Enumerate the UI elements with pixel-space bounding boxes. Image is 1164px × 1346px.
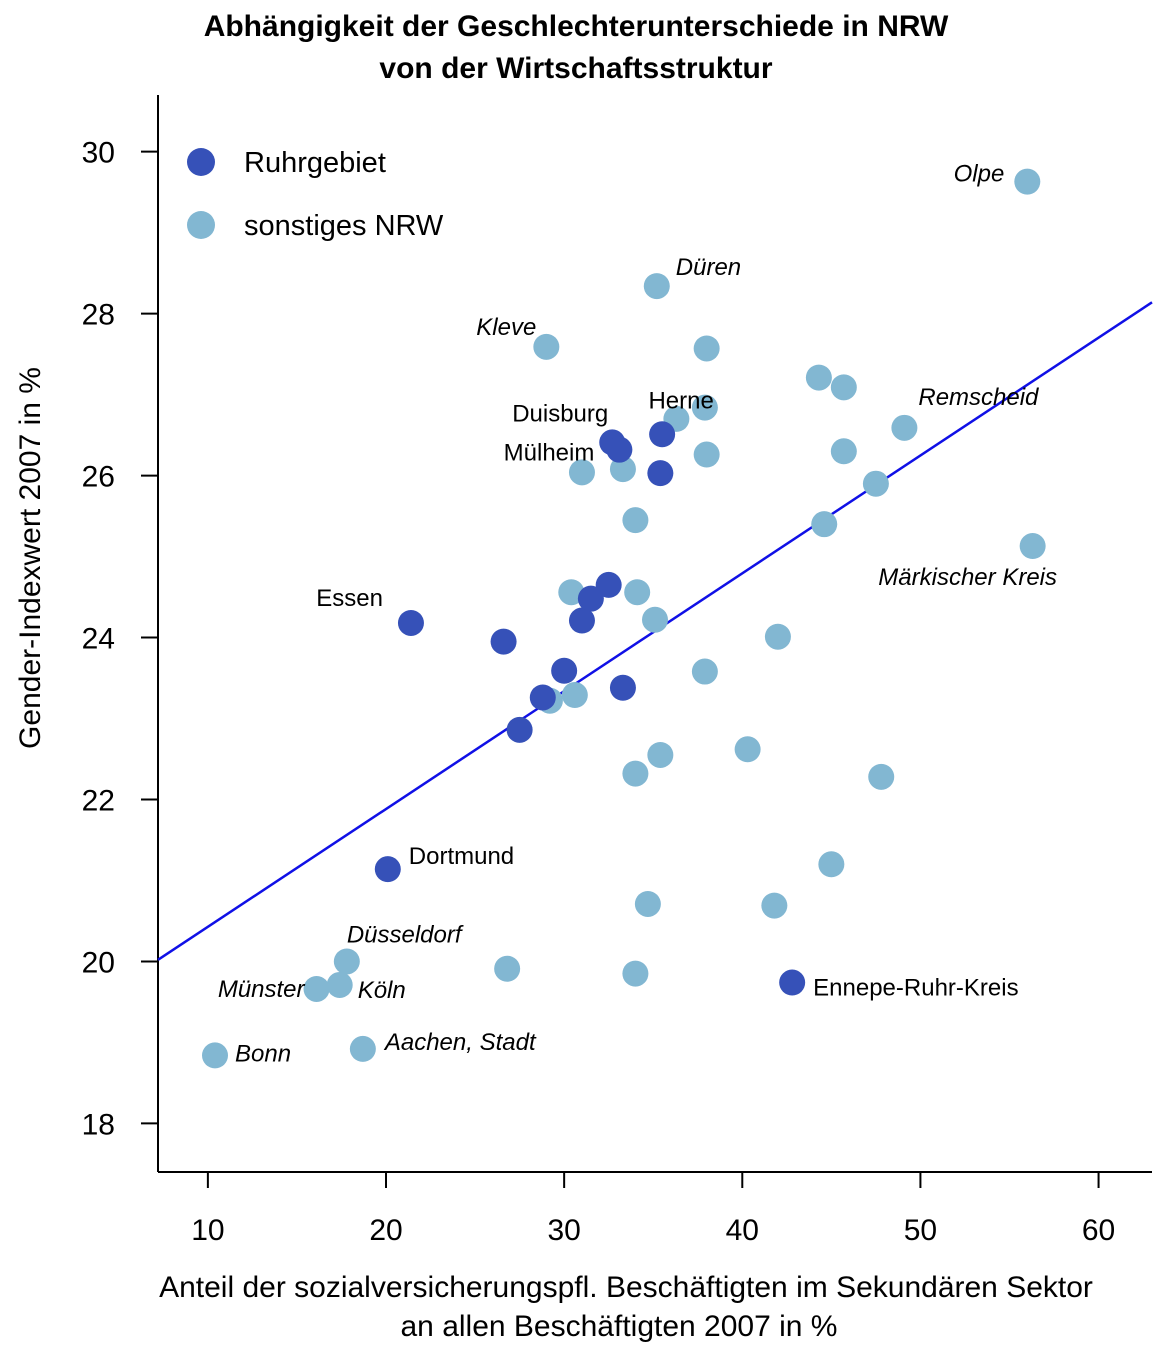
point-ruhr-2 [606, 436, 633, 463]
point-other-5 [830, 374, 857, 401]
x-tick-label-40: 40 [726, 1214, 759, 1247]
x-tick-label-50: 50 [904, 1214, 937, 1247]
point-ruhr-0 [397, 609, 424, 636]
point-label-märkischer-kreis: Märkischer Kreis [878, 564, 1057, 591]
point-other-23 [561, 682, 588, 709]
point-other-1 [643, 273, 670, 300]
point-label-düren: Düren [676, 254, 741, 281]
legend-marker-1 [187, 211, 215, 239]
point-label-essen: Essen [316, 585, 383, 612]
y-tick-label-24: 24 [82, 623, 115, 656]
x-tick-label-20: 20 [369, 1214, 402, 1247]
point-other-18 [624, 579, 651, 606]
point-label-aachen-stadt: Aachen, Stadt [383, 1029, 537, 1056]
y-tick-label-22: 22 [82, 785, 115, 818]
point-other-30 [761, 892, 788, 919]
point-other-2 [533, 333, 560, 360]
x-axis-label-line-2: an allen Beschäftigten 2007 in % [401, 1310, 838, 1343]
point-ruhr-7 [529, 684, 556, 711]
point-other-27 [868, 763, 895, 790]
point-other-10 [830, 438, 857, 465]
point-label-köln: Köln [358, 977, 406, 1004]
point-label-duisburg: Duisburg [512, 400, 608, 427]
y-tick-label-20: 20 [82, 946, 115, 979]
point-other-29 [634, 890, 661, 917]
point-ruhr-5 [490, 628, 517, 655]
point-other-4 [805, 364, 832, 391]
point-label-kleve: Kleve [476, 314, 536, 341]
point-other-35 [326, 971, 353, 998]
point-other-28 [818, 851, 845, 878]
point-label-herne: Herne [648, 387, 713, 414]
point-other-37 [202, 1042, 229, 1069]
point-other-12 [609, 456, 636, 483]
x-tick-label-60: 60 [1082, 1214, 1115, 1247]
point-other-19 [642, 606, 668, 633]
legend-label-1: sonstiges NRW [244, 210, 444, 242]
point-ruhr-6 [551, 657, 578, 684]
legend-label-0: Ruhrgebiet [244, 147, 386, 179]
point-label-bonn: Bonn [235, 1040, 291, 1067]
chart-title: Abhängigkeit der Geschlechterunterschied… [204, 10, 949, 43]
point-other-15 [811, 511, 838, 538]
point-ruhr-3 [649, 421, 676, 448]
point-ruhr-8 [506, 716, 533, 743]
point-label-ennepe-ruhr-kreis: Ennepe-Ruhr-Kreis [813, 975, 1018, 1002]
y-axis-label: Gender-Indexwert 2007 in % [14, 367, 47, 749]
y-tick-label-26: 26 [82, 461, 115, 494]
point-label-münster: Münster [218, 976, 306, 1003]
point-ruhr-10 [577, 585, 604, 612]
legend-marker-0 [187, 148, 215, 176]
point-other-11 [568, 459, 595, 486]
point-other-0 [1014, 168, 1041, 195]
point-other-3 [693, 335, 720, 362]
point-other-36 [349, 1035, 376, 1062]
point-label-mülheim: Mülheim [504, 440, 595, 467]
point-other-14 [622, 507, 649, 534]
point-other-6 [891, 414, 918, 441]
y-tick-label-28: 28 [82, 299, 115, 332]
y-tick-label-30: 30 [82, 137, 115, 170]
data-points [202, 168, 1046, 1069]
point-other-17 [558, 579, 585, 606]
y-axis-title: Gender-Indexwert 2007 in % [14, 367, 47, 749]
point-other-26 [622, 760, 649, 787]
point-labels: Essen Duisburg Mülheim Herne Dortmund Ennepe-… [218, 161, 1057, 1068]
point-ruhr-11 [595, 571, 622, 598]
point-other-16 [1019, 533, 1046, 560]
point-label-dortmund: Dortmund [409, 843, 514, 870]
point-label-olpe: Olpe [954, 161, 1005, 188]
point-ruhr-13 [374, 856, 401, 883]
x-tick-label-30: 30 [547, 1214, 580, 1247]
legend: Ruhrgebiet sonstiges NRW [187, 147, 444, 242]
x-tick-label-10: 10 [191, 1214, 224, 1247]
point-label-remscheid: Remscheid [918, 384, 1039, 411]
point-other-25 [734, 736, 761, 763]
x-axis-label-line-1: Anteil der sozialversicherungspfl. Besch… [159, 1271, 1093, 1304]
point-other-20 [764, 623, 791, 650]
point-label-düsseldorf: Düsseldorf [347, 921, 464, 948]
point-ruhr-12 [609, 674, 636, 701]
point-other-8 [691, 394, 718, 421]
point-other-34 [303, 975, 330, 1002]
point-other-32 [494, 955, 521, 982]
point-ruhr-9 [568, 607, 595, 634]
point-other-31 [333, 948, 360, 975]
point-other-9 [693, 441, 720, 468]
point-other-21 [691, 658, 718, 685]
axes: 18 20 22 24 26 28 30 10 20 30 40 50 60 [82, 95, 1152, 1247]
point-ruhr-4 [647, 460, 674, 487]
point-other-33 [622, 960, 649, 987]
point-other-13 [862, 470, 889, 497]
y-tick-label-18: 18 [82, 1108, 115, 1141]
point-ruhr-14 [779, 969, 806, 996]
point-other-24 [647, 741, 674, 768]
chart-subtitle: von der Wirtschaftsstruktur [379, 52, 772, 85]
